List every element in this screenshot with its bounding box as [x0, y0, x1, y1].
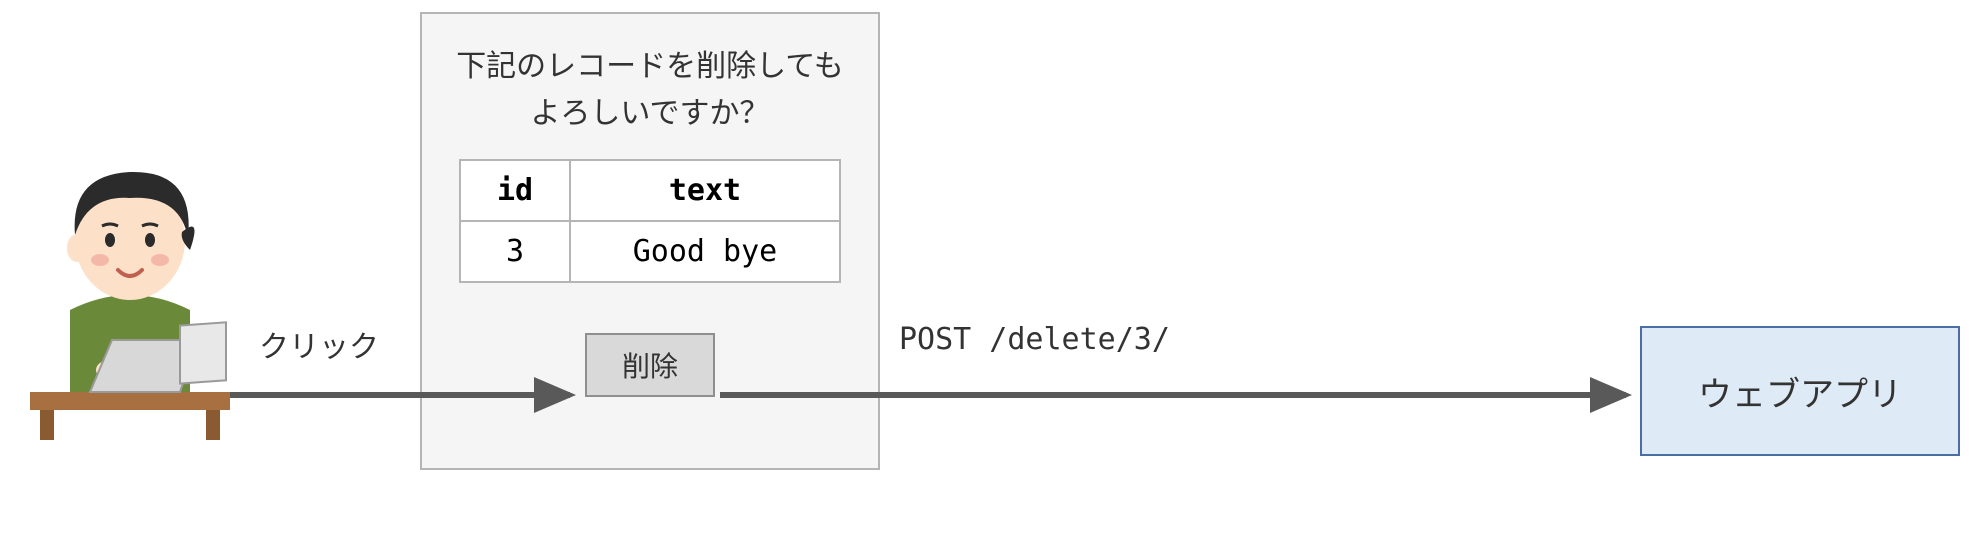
arrow-label-click: クリック: [255, 322, 383, 366]
arrow-label-post: POST /delete/3/: [895, 322, 1174, 357]
webapp-box: ウェブアプリ: [1640, 326, 1960, 456]
webapp-label: ウェブアプリ: [1698, 367, 1902, 416]
